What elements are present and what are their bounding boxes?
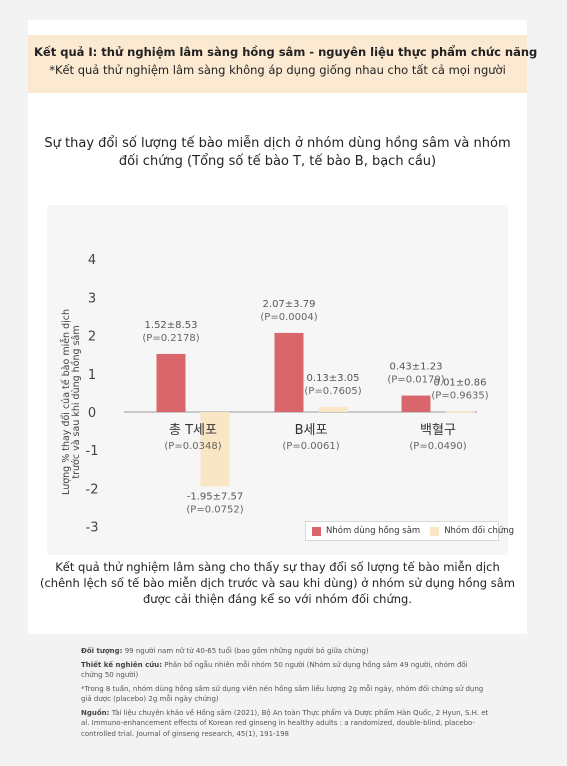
bar-ginseng	[274, 332, 304, 412]
bar-pvalue-label: (P=0.7605)	[304, 386, 361, 397]
bar-value-label: 0.13±3.05	[307, 373, 360, 384]
legend-swatch-ginseng	[312, 526, 321, 536]
note-design-label: Thiết kế nghiên cứu:	[81, 660, 162, 669]
bar-value-label: 0.01±0.86	[434, 378, 487, 389]
y-tick-label: 1	[88, 368, 96, 383]
header-subtitle: *Kết quả thử nghiệm lâm sàng không áp dụ…	[49, 63, 506, 77]
note-source: Nguồn: Tài liệu chuyên khảo về Hồng sâm …	[81, 708, 491, 740]
legend-item-control: Nhóm đối chứng	[430, 526, 514, 536]
chart-caption: Kết quả thử nghiệm lâm sàng cho thấy sự …	[40, 560, 515, 606]
note-design-text: Phân bổ ngẫu nhiên mỗi nhóm 50 người (Nh…	[81, 660, 468, 680]
note-source-text: Tài liệu chuyên khảo về Hồng sâm (2021),…	[81, 708, 489, 738]
bar-ginseng	[156, 353, 186, 412]
bar-value-label: 1.52±8.53	[145, 320, 198, 331]
chart-heading: Sự thay đổi số lượng tế bào miễn dịch ở …	[44, 136, 511, 169]
y-tick-label: -1	[86, 444, 99, 459]
note-subject: Đối tượng: 99 người nam nữ từ 40-65 tuổi…	[81, 646, 491, 657]
header-title: Kết quả I: thử nghiệm lâm sàng hồng sâm …	[34, 45, 538, 59]
y-axis-label: Lượng % thay đổi của tế bào miễn dịchtrư…	[61, 309, 82, 495]
note-source-label: Nguồn:	[81, 708, 110, 717]
legend-item-ginseng: Nhóm dùng hồng sâm	[312, 526, 420, 536]
bar-pvalue-label: (P=0.0179)	[387, 375, 444, 386]
bar-control	[318, 407, 348, 412]
note-design-detail: *Trong 8 tuần, nhóm dùng hồng sâm sử dụn…	[81, 684, 484, 704]
bar-chart: 4 3 2 1 0 -1 -2 -3 Lượng % thay đổi của tế bào m…	[61, 253, 489, 536]
chart-container: 4 3 2 1 0 -1 -2 -3 Lượng % thay đổi của tế bào m…	[47, 205, 514, 555]
note-subject-text: 99 người nam nữ từ 40-65 tuổi (bao gồm n…	[124, 647, 369, 655]
result-header: Kết quả I: thử nghiệm lâm sàng hồng sâm …	[28, 35, 538, 93]
category-pvalue: (P=0.0348)	[164, 441, 221, 452]
bar-value-label: -1.95±7.57	[187, 491, 244, 502]
category-label: 총 T세포	[169, 423, 217, 438]
bar-control	[200, 412, 230, 487]
category-pvalue: (P=0.0490)	[409, 441, 466, 452]
category-pvalue: (P=0.0061)	[282, 441, 339, 452]
y-tick-label: 4	[88, 253, 96, 268]
bar-pvalue-label: (P=0.9635)	[431, 391, 488, 402]
bar-pvalue-label: (P=0.0004)	[260, 312, 317, 323]
y-tick-label: 3	[88, 291, 96, 306]
y-tick-label: 2	[88, 330, 96, 345]
bar-pvalue-label: (P=0.0752)	[186, 504, 243, 515]
bar-value-label: 0.43±1.23	[390, 362, 443, 373]
legend-label-ginseng: Nhóm dùng hồng sâm	[326, 526, 421, 536]
bar-value-label: 2.07±3.79	[263, 299, 316, 310]
study-notes: Đối tượng: 99 người nam nữ từ 40-65 tuổi…	[81, 646, 491, 742]
bar-ginseng	[401, 395, 431, 412]
legend-label-control: Nhóm đối chứng	[444, 526, 515, 536]
content-card: Kết quả I: thử nghiệm lâm sàng hồng sâm …	[28, 20, 538, 634]
y-tick-label: 0	[88, 406, 96, 421]
category-label: B세포	[295, 423, 328, 438]
note-subject-label: Đối tượng:	[81, 647, 123, 655]
category-label: 백혈구	[420, 423, 456, 438]
y-tick-label: -2	[86, 482, 99, 497]
bar-control	[445, 411, 475, 414]
legend-swatch-control	[430, 526, 440, 536]
chart-legend: Nhóm dùng hồng sâm Nhóm đối chứng	[305, 521, 514, 541]
bar-pvalue-label: (P=0.2178)	[142, 333, 199, 344]
note-design: Thiết kế nghiên cứu: Phân bổ ngẫu nhiên …	[81, 660, 491, 681]
y-tick-label: -3	[86, 521, 99, 536]
